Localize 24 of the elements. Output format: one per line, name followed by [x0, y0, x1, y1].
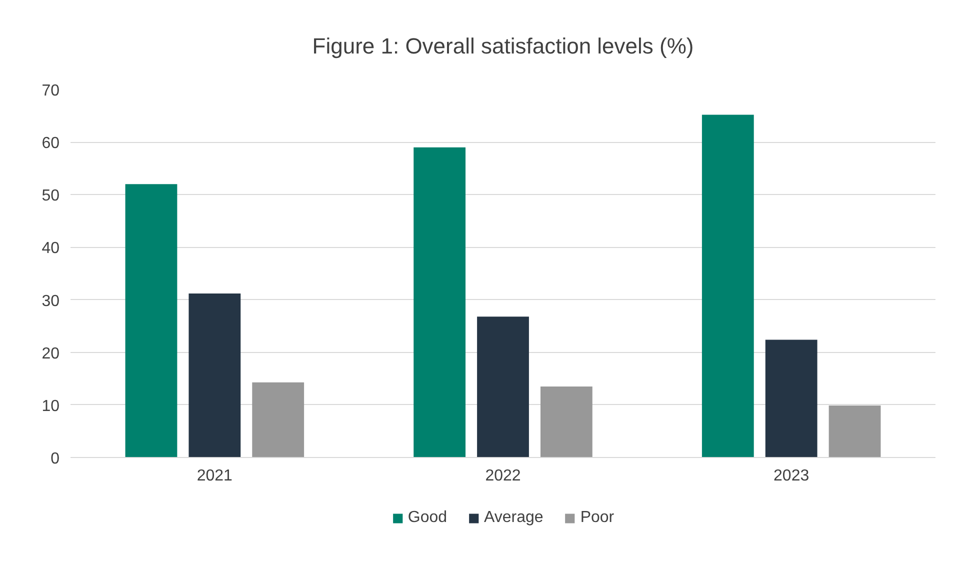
y-tick-label: 10: [42, 398, 60, 415]
legend-label: Poor: [580, 508, 614, 526]
y-tick-label: 50: [42, 188, 60, 205]
bar: [125, 184, 178, 458]
y-tick-label: 0: [50, 450, 60, 468]
bar: [828, 405, 881, 458]
x-tick-label: 2023: [774, 468, 810, 484]
bar: [414, 147, 466, 458]
bar: [540, 386, 592, 458]
chart-title: Figure 1: Overall satisfaction levels (%): [312, 34, 694, 58]
bar: [188, 293, 241, 458]
y-tick-label: 30: [42, 292, 60, 310]
y-tick-label: 40: [42, 240, 60, 258]
x-tick-label: 2022: [485, 468, 521, 484]
y-tick-label: 20: [42, 345, 60, 362]
y-tick-label: 60: [42, 135, 60, 152]
x-tick-label: 2021: [196, 468, 233, 484]
legend-label: Average: [484, 508, 544, 526]
bar: [477, 316, 529, 458]
bar: [252, 382, 304, 458]
bar: [702, 114, 754, 458]
legend-label: Good: [408, 508, 448, 526]
y-tick-label: 70: [42, 82, 60, 100]
bar: [765, 340, 818, 458]
